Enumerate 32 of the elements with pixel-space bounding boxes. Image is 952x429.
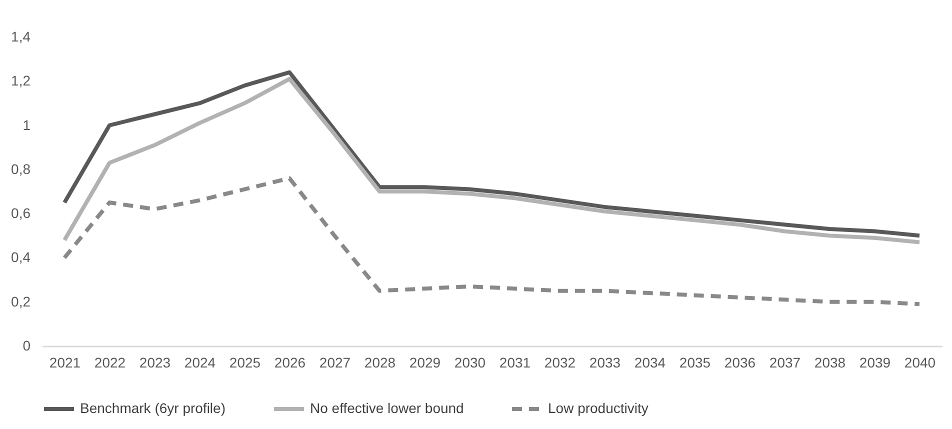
legend-label: Benchmark (6yr profile): [80, 400, 226, 416]
x-tick-label: 2031: [499, 354, 531, 370]
y-tick-label: 1,2: [11, 72, 31, 89]
x-tick-label: 2021: [49, 354, 81, 370]
y-tick-label: 0,6: [11, 205, 31, 222]
legend-label: No effective lower bound: [310, 400, 464, 416]
x-tick-label: 2034: [634, 354, 666, 370]
x-tick-label: 2025: [229, 354, 261, 370]
x-tick-label: 2028: [364, 354, 396, 370]
x-tick-label: 2027: [319, 354, 351, 370]
x-tick-label: 2039: [859, 354, 891, 370]
y-tick-label: 0: [22, 338, 31, 354]
x-tick-label: 2036: [724, 354, 756, 370]
x-tick-label: 2024: [184, 354, 216, 370]
x-tick-label: 2038: [814, 354, 846, 370]
x-tick-label: 2037: [769, 354, 801, 370]
x-tick-label: 2026: [274, 354, 306, 370]
x-tick-label: 2032: [544, 354, 576, 370]
y-tick-label: 1,4: [11, 28, 31, 44]
y-tick-label: 0,8: [11, 160, 31, 177]
y-tick-label: 0,4: [11, 249, 31, 266]
x-tick-label: 2029: [409, 354, 441, 370]
y-tick-label: 0,2: [11, 293, 31, 310]
x-tick-label: 2022: [94, 354, 126, 370]
x-tick-label: 2030: [454, 354, 486, 370]
x-tick-label: 2035: [679, 354, 711, 370]
x-tick-label: 2040: [904, 354, 936, 370]
line-series: [62, 176, 922, 306]
x-tick-label: 2033: [589, 354, 621, 370]
y-tick-label: 1: [22, 116, 31, 133]
x-tick-label: 2023: [139, 354, 171, 370]
legend-label: Low productivity: [548, 400, 648, 416]
